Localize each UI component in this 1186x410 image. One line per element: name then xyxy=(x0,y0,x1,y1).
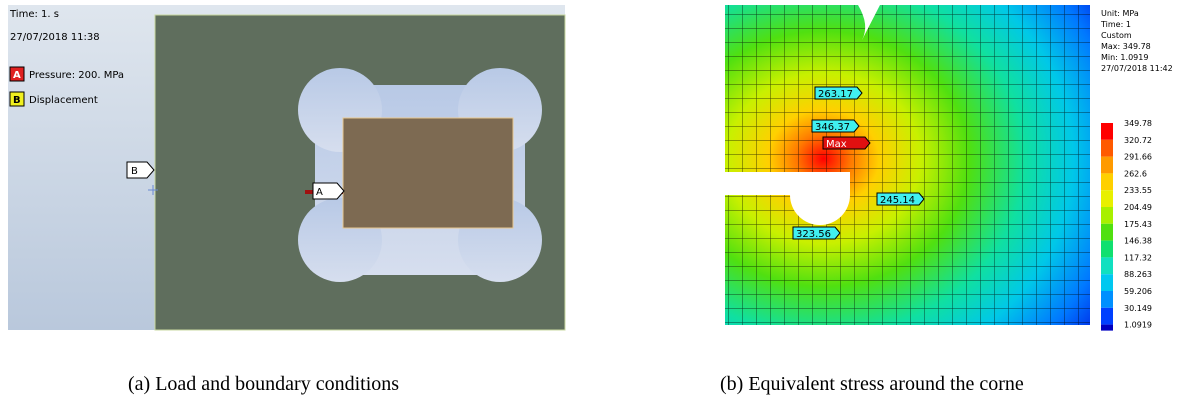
scale-swatch xyxy=(1101,173,1113,190)
legend-header: Unit: MPa xyxy=(1101,9,1139,18)
mesh xyxy=(725,5,1090,325)
scale-label: 59.206 xyxy=(1124,287,1152,296)
time: Time: 1. s xyxy=(9,9,59,20)
legend-header: Custom xyxy=(1101,31,1132,40)
scale-swatch xyxy=(1101,140,1113,157)
legend-label: Displacement xyxy=(29,95,98,106)
legend-header: Time: 1 xyxy=(1100,20,1131,29)
figure: A B Time: 1. s 27/07/2018 11:38 A Pressu… xyxy=(0,0,1186,410)
legend-label: Pressure: 200. MPa xyxy=(29,70,124,81)
scale-swatch xyxy=(1101,274,1113,291)
scale-swatch xyxy=(1101,325,1113,331)
tag-label: B xyxy=(131,166,138,177)
scale-swatch xyxy=(1101,257,1113,274)
scale-swatch xyxy=(1101,224,1113,241)
probe-label: 346.37 xyxy=(815,122,850,133)
scale-label: 146.38 xyxy=(1124,237,1152,246)
scale-label: 1.0919 xyxy=(1124,321,1152,330)
scale-label: 349.78 xyxy=(1124,119,1152,128)
scale-label: 88.263 xyxy=(1124,270,1152,279)
scale-label: 320.72 xyxy=(1124,136,1152,145)
scale-swatch xyxy=(1101,190,1113,207)
left-panel: A B Time: 1. s 27/07/2018 11:38 A Pressu… xyxy=(8,5,565,330)
scale-label: 117.32 xyxy=(1124,253,1152,262)
scale-swatch xyxy=(1101,207,1113,224)
scale-label: 175.43 xyxy=(1124,220,1152,229)
scale-label: 262.6 xyxy=(1124,169,1147,178)
scale-label: 233.55 xyxy=(1124,186,1152,195)
date: 27/07/2018 11:38 xyxy=(10,32,100,43)
caption: (b) Equivalent stress around the corne xyxy=(720,373,1024,395)
caption: (a) Load and boundary conditions xyxy=(128,373,399,395)
scale-label: 291.66 xyxy=(1124,153,1152,162)
right-panel: Unit: MPa Time: 1 Custom Max: 349.78 Min: 1.… xyxy=(725,5,1180,331)
probe-label: 263.17 xyxy=(818,89,853,100)
legend-header: Min: 1.0919 xyxy=(1101,53,1148,62)
scale-label: 30.149 xyxy=(1124,304,1152,313)
legend-header: Max: 349.78 xyxy=(1101,42,1151,51)
probe-label: 245.14 xyxy=(880,195,915,206)
scale-label: 204.49 xyxy=(1124,203,1152,212)
legend-header: 27/07/2018 11:42 xyxy=(1101,64,1173,73)
legend-key: A xyxy=(13,70,21,81)
block xyxy=(343,118,513,228)
scale-swatch xyxy=(1101,308,1113,325)
probe-label: 323.56 xyxy=(796,229,831,240)
scale-swatch xyxy=(1101,291,1113,308)
scale-swatch xyxy=(1101,157,1113,174)
tag-label: A xyxy=(316,187,323,198)
scale-swatch xyxy=(1101,123,1113,140)
probe-label: Max xyxy=(826,139,847,150)
scale-swatch xyxy=(1101,241,1113,258)
legend-key: B xyxy=(13,95,21,106)
